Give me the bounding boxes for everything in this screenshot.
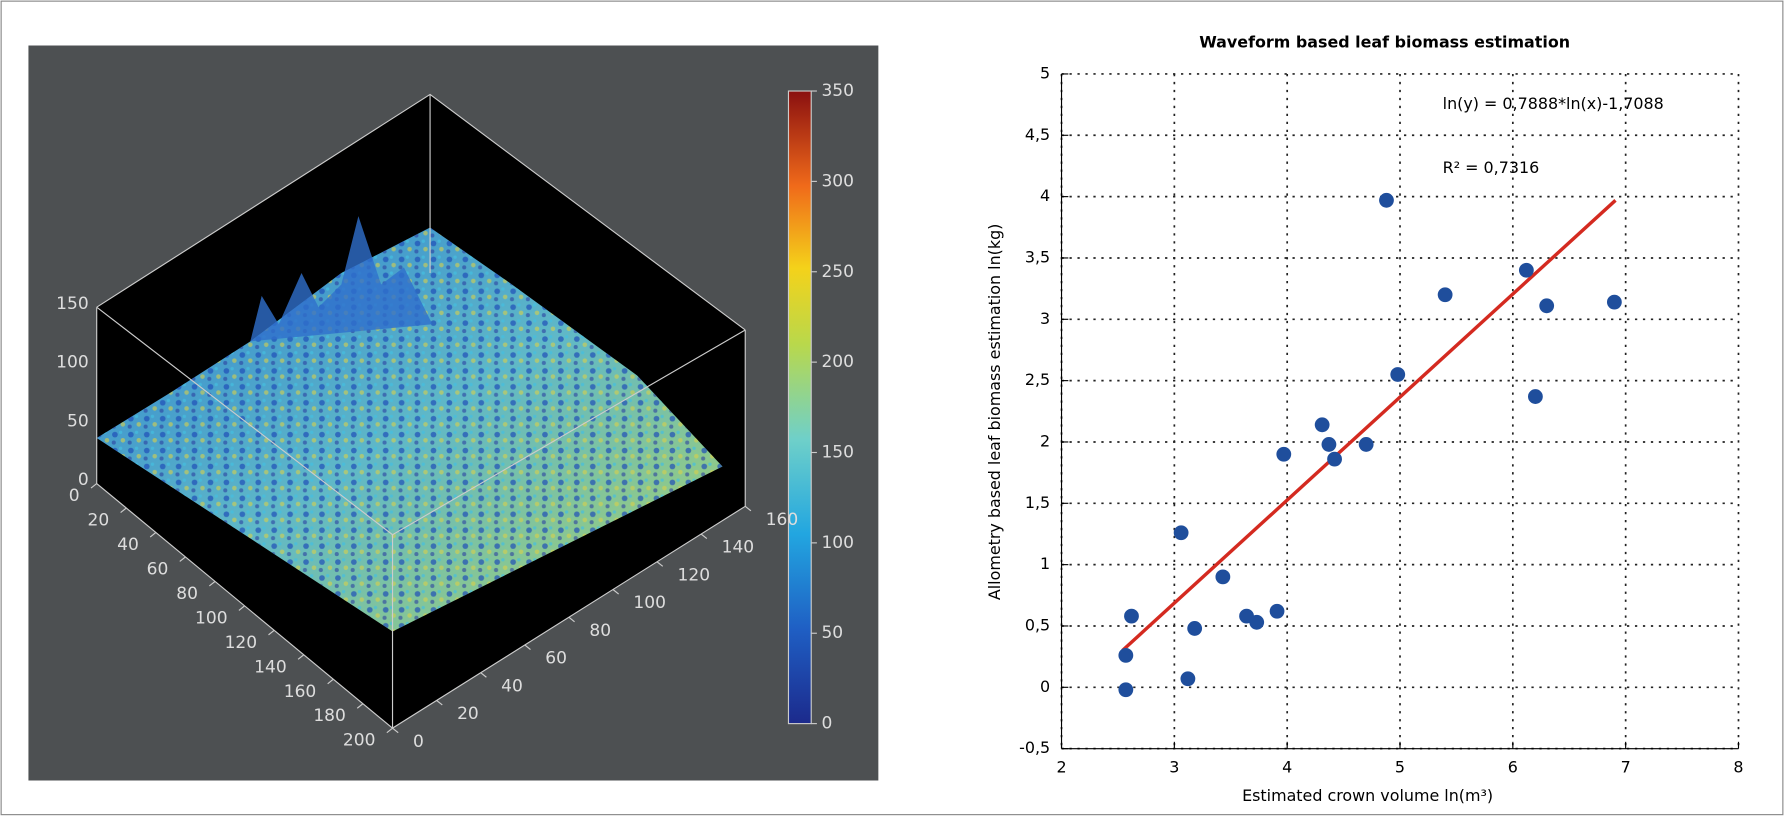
colorbar-tick-label: 50 (821, 623, 843, 643)
x-tick-label: 200 (343, 731, 376, 751)
y-tick-label: 4 (1040, 186, 1050, 205)
x-tick-label: 5 (1395, 757, 1405, 776)
y-tick-label: 5 (1040, 63, 1050, 82)
x-tick-label: 6 (1508, 757, 1518, 776)
colorbar-tick-label: 0 (821, 714, 832, 734)
y-tick-label: 2 (1040, 431, 1050, 450)
colorbar-tick-label: 200 (821, 352, 854, 372)
y-tick-label: 0 (1040, 677, 1050, 696)
colorbar-tick-label: 150 (821, 443, 854, 463)
z-tick-label: 50 (67, 411, 89, 431)
annotation: ln(y) = 0,7888*ln(x)-1,7088 (1443, 94, 1664, 113)
point (1379, 193, 1394, 208)
y-tick-label: -0,5 (1019, 738, 1050, 757)
point (1607, 295, 1622, 310)
point (1359, 437, 1374, 452)
y-tick-label: 0,5 (1025, 615, 1050, 634)
point (1322, 437, 1337, 452)
point (1276, 447, 1291, 462)
x-tick-label: 7 (1621, 757, 1631, 776)
z-tick-label: 150 (56, 294, 89, 314)
x-tick-label: 180 (313, 706, 346, 726)
y-tick-label: 20 (457, 704, 479, 724)
y-tick-label: 1,5 (1025, 493, 1050, 512)
colorbar-tick-label: 300 (821, 171, 854, 191)
point (1215, 570, 1230, 585)
y-tick-label: 4,5 (1025, 125, 1050, 144)
x-tick-label: 120 (225, 633, 258, 653)
y-tick-label: 140 (722, 538, 755, 558)
point (1327, 452, 1342, 467)
point (1174, 525, 1189, 540)
point (1315, 417, 1330, 432)
y-tick-label: 3 (1040, 309, 1050, 328)
z-tick-label: 100 (56, 353, 89, 373)
x-tick-label: 100 (195, 608, 228, 628)
figure: 0501001500204060801001201401601802000204… (0, 0, 1784, 816)
point (1187, 621, 1202, 636)
x-tick-label: 80 (176, 584, 198, 604)
chart-title: Waveform based leaf biomass estimation (1199, 33, 1570, 52)
y-tick-label: 100 (633, 593, 666, 613)
point (1249, 615, 1264, 630)
y-tick-label: 3,5 (1025, 247, 1050, 266)
colorbar-tick-label: 100 (821, 533, 854, 553)
x-tick-label: 3 (1169, 757, 1179, 776)
point (1438, 287, 1453, 302)
point (1180, 671, 1195, 686)
point (1118, 682, 1133, 697)
colorbar-tick-label: 350 (821, 81, 854, 101)
y-tick-label: 0 (413, 732, 424, 752)
colorbar (788, 91, 811, 724)
x-tick-label: 160 (284, 682, 317, 702)
y-tick-label: 80 (589, 621, 611, 641)
x-tick-label: 140 (254, 657, 287, 677)
point (1390, 367, 1405, 382)
annotation: R² = 0,7316 (1443, 158, 1540, 177)
point (1519, 263, 1534, 278)
x-tick-label: 60 (147, 559, 169, 579)
x-tick-label: 2 (1056, 757, 1066, 776)
y-tick-label: 2,5 (1025, 370, 1050, 389)
x-tick-label: 4 (1282, 757, 1292, 776)
y-tick-label: 160 (766, 510, 799, 530)
x-axis-label: Estimated crown volume ln(m³) (1242, 786, 1493, 805)
x-tick-label: 8 (1733, 757, 1743, 776)
point (1528, 389, 1543, 404)
point (1270, 604, 1285, 619)
y-tick-label: 1 (1040, 554, 1050, 573)
y-tick-label: 120 (678, 565, 711, 585)
y-tick-label: 40 (501, 676, 523, 696)
point (1539, 298, 1554, 313)
y-axis-label: Allometry based leaf biomass estimation … (985, 224, 1004, 601)
x-tick-label: 20 (88, 511, 110, 531)
x-tick-label: 40 (117, 535, 139, 555)
point (1124, 609, 1139, 624)
colorbar-tick-label: 250 (821, 262, 854, 282)
y-tick-label: 60 (545, 649, 567, 669)
point (1118, 648, 1133, 663)
x-tick-label: 0 (69, 486, 80, 506)
